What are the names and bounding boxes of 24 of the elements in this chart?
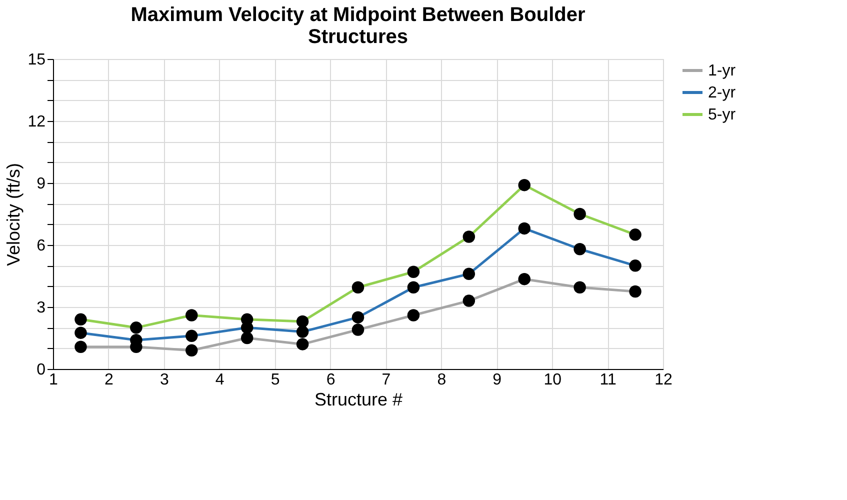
x-tick-label: 6 (326, 372, 336, 388)
y-axis-title: Velocity (ft/s) (4, 162, 24, 266)
x-tick-label: 9 (492, 372, 502, 388)
chart-title: Maximum Velocity at Midpoint Between Boulder Structures (130, 4, 586, 48)
y-tick-label: 12 (28, 114, 46, 130)
y-tick-label: 6 (36, 238, 46, 254)
y-tick-label: 15 (28, 52, 46, 68)
x-tick-label: 12 (654, 372, 672, 388)
legend-label: 5-yr (708, 106, 736, 124)
y-tick-label: 0 (36, 362, 46, 378)
x-tick-label: 1 (49, 372, 58, 388)
x-tick-label: 7 (382, 372, 391, 388)
legend-label: 1-yr (708, 62, 736, 80)
x-tick-label: 8 (437, 372, 446, 388)
x-tick-label: 5 (270, 372, 280, 388)
y-tick-label: 3 (36, 300, 46, 316)
x-tick-label: 3 (160, 372, 169, 388)
y-tick-label: 9 (36, 176, 46, 192)
legend-label: 2-yr (708, 84, 736, 102)
x-tick-label: 4 (215, 372, 224, 388)
x-axis-title: Structure # (314, 390, 403, 410)
x-tick-label: 2 (104, 372, 114, 388)
x-tick-label: 10 (544, 372, 562, 388)
x-tick-label: 11 (600, 372, 616, 388)
